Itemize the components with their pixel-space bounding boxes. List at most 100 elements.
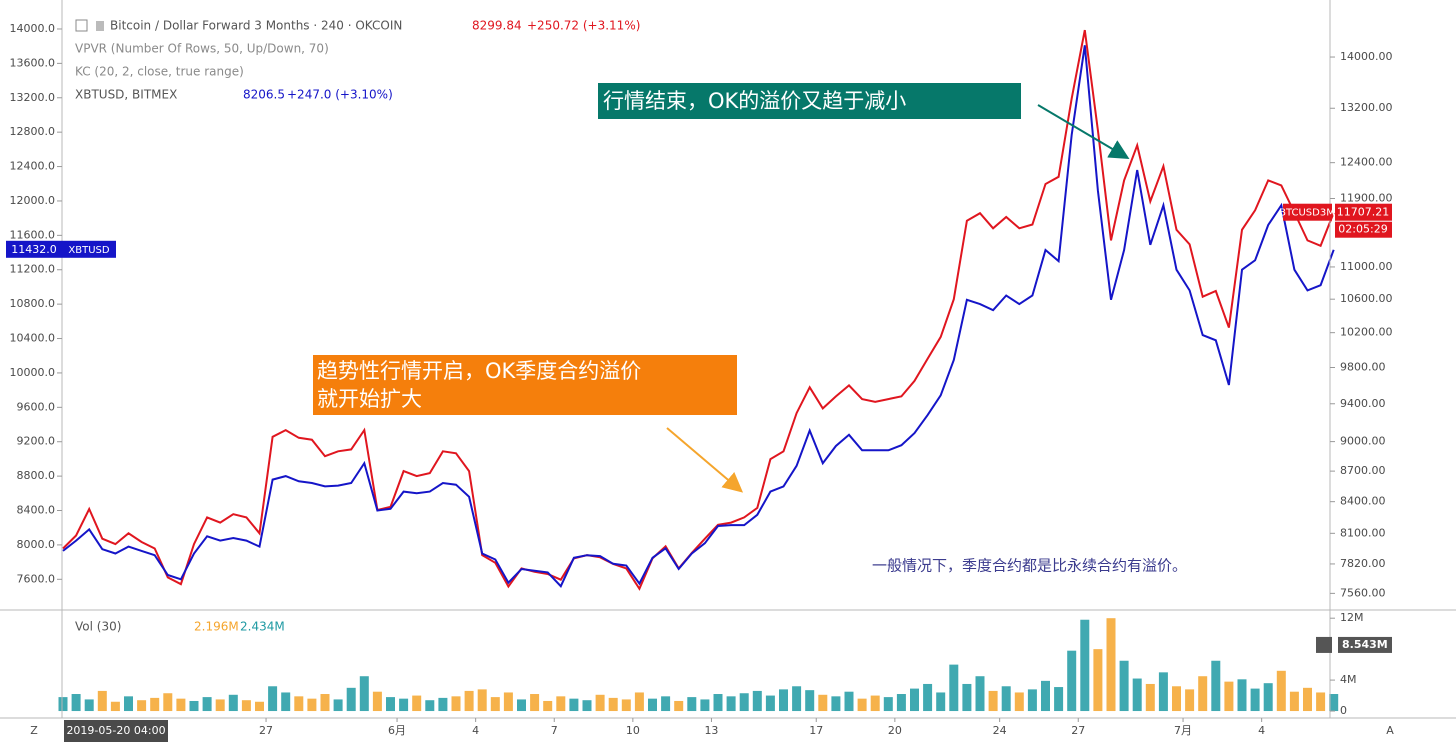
- volume-bar: [124, 696, 133, 712]
- volume-bar: [150, 697, 160, 712]
- volume-legend-value: 2.196M: [194, 620, 239, 634]
- volume-bar: [1041, 680, 1050, 712]
- volume-bar: [792, 686, 802, 712]
- y-tick-label: 9200.0: [17, 435, 56, 448]
- volume-bar: [320, 694, 330, 712]
- volume-bar: [1185, 689, 1195, 712]
- volume-bar: [1250, 688, 1260, 712]
- y-tick-label: 8000.0: [17, 538, 56, 551]
- volume-bar: [451, 696, 461, 712]
- y-tick-label: 13600.0: [10, 56, 56, 69]
- volume-bar: [1106, 618, 1116, 712]
- volume-marker-label: 8.543M: [1342, 638, 1388, 651]
- volume-bar: [923, 683, 933, 712]
- volume-legend-value: 2.434M: [240, 620, 285, 634]
- volume-title[interactable]: Vol (30): [75, 620, 121, 634]
- volume-bar: [936, 692, 946, 712]
- volume-bar: [1211, 660, 1221, 712]
- symbol-title[interactable]: Bitcoin / Dollar Forward 3 Months · 240 …: [110, 19, 402, 33]
- volume-bar: [294, 696, 304, 712]
- volume-bar: [1080, 619, 1090, 712]
- annotation-box: [313, 355, 737, 415]
- y2-tick-label: 7560.00: [1340, 586, 1386, 599]
- volume-bar: [857, 698, 867, 712]
- volume-bar: [648, 698, 657, 712]
- x-tick-label: 27: [259, 724, 273, 737]
- countdown-box: [1335, 221, 1392, 238]
- cursor-time-box: [64, 720, 168, 742]
- y-tick-label: 11600.0: [10, 228, 56, 241]
- y-tick-label: 10800.0: [10, 297, 56, 310]
- volume-bar: [137, 700, 147, 712]
- volume-bar: [700, 699, 710, 712]
- y2-tick-label: 8400.00: [1340, 495, 1386, 508]
- x-tick-label: 17: [809, 724, 823, 737]
- volume-bar: [1172, 686, 1181, 712]
- volume-bar: [1014, 692, 1024, 712]
- volume-bar: [739, 693, 749, 712]
- volume-bar: [386, 697, 395, 712]
- volume-bar: [1224, 681, 1234, 712]
- volume-bar: [975, 676, 985, 712]
- y-tick-label: 14000.0: [10, 22, 56, 35]
- volume-bar: [1132, 678, 1142, 712]
- volume-bar: [831, 696, 841, 712]
- symbol-icon: [96, 21, 104, 31]
- volume-bar: [215, 699, 225, 712]
- y2-tick-label: 9000.00: [1340, 435, 1386, 448]
- y2-tick-label: 11900.00: [1340, 191, 1393, 204]
- annotation-text: 就开始扩大: [317, 387, 422, 411]
- volume-bar: [503, 692, 513, 712]
- volume-bar: [608, 697, 618, 712]
- volume-bar: [241, 700, 251, 712]
- y-tick-label: 12400.0: [10, 160, 56, 173]
- volume-bar: [464, 690, 474, 712]
- last-price: 8299.84: [472, 19, 522, 33]
- y-tick-label: 11200.0: [10, 263, 56, 276]
- compare-change: +247.0 (+3.10%): [287, 88, 393, 102]
- volume-bar: [779, 689, 788, 712]
- last-value-box: [6, 240, 62, 258]
- volume-bar: [569, 698, 579, 712]
- volume-bar: [1067, 650, 1077, 712]
- volume-bar: [1289, 691, 1299, 712]
- volume-bar: [582, 700, 592, 712]
- last-value-box: [1335, 203, 1392, 221]
- volume-bar: [1158, 672, 1168, 712]
- volume-bar: [189, 700, 199, 712]
- symbol-label: XBTUSD: [68, 245, 109, 256]
- scale-button[interactable]: Z: [30, 724, 38, 737]
- compare-price: 8206.5: [243, 88, 285, 102]
- symbol-label-box: [1283, 203, 1332, 221]
- price-line: [62, 29, 1335, 591]
- y2-tick-label: 7820.00: [1340, 557, 1386, 570]
- y-tick-label: 12000.0: [10, 194, 56, 207]
- volume-tick-label: 12M: [1340, 611, 1364, 624]
- last-value-label: 11707.21: [1337, 206, 1390, 219]
- volume-bar: [988, 690, 998, 712]
- scale-button[interactable]: A: [1386, 724, 1394, 737]
- y2-tick-label: 8700.00: [1340, 464, 1386, 477]
- annotation-text: 行情结束，OK的溢价又趋于减小: [603, 89, 906, 113]
- volume-bar: [110, 701, 120, 712]
- volume-bar: [595, 694, 605, 712]
- volume-bar: [438, 697, 448, 712]
- x-tick-label: 4: [1258, 724, 1265, 737]
- y2-tick-label: 14000.00: [1340, 50, 1393, 63]
- volume-bar: [634, 692, 644, 712]
- volume-bar: [412, 695, 422, 712]
- cursor-time: 2019-05-20 04:00: [66, 724, 165, 737]
- volume-bar: [752, 690, 762, 712]
- collapse-icon[interactable]: [75, 19, 88, 32]
- volume-bar: [255, 701, 264, 712]
- indicator-label[interactable]: KC (20, 2, close, true range): [75, 65, 244, 79]
- volume-bar: [346, 687, 356, 712]
- indicator-label[interactable]: VPVR (Number Of Rows, 50, Up/Down, 70): [75, 42, 329, 56]
- x-tick-label: 4: [472, 724, 479, 737]
- volume-bar: [530, 694, 540, 712]
- compare-symbol[interactable]: XBTUSD, BITMEX: [75, 88, 177, 102]
- volume-bar: [307, 698, 317, 712]
- volume-bar: [621, 699, 631, 712]
- volume-bar: [1329, 694, 1339, 712]
- volume-bar: [556, 696, 566, 712]
